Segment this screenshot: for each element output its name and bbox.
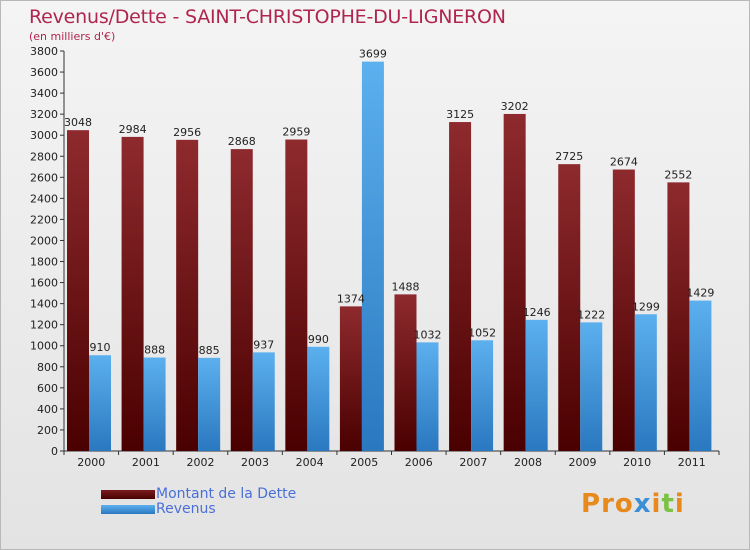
bar-dette (558, 164, 581, 451)
y-tick-label: 3800 (30, 45, 58, 58)
y-tick-label: 2400 (30, 192, 58, 205)
x-tick-label: 2007 (459, 456, 487, 469)
proxiti-logo: Proxiti (581, 489, 685, 519)
value-label: 888 (144, 344, 165, 357)
y-tick-label: 1800 (30, 256, 58, 269)
bar-dette (121, 136, 144, 452)
bar-dette (176, 139, 199, 451)
x-tick-label: 2003 (241, 456, 269, 469)
value-label: 3202 (501, 100, 529, 113)
x-tick-label: 2006 (405, 456, 433, 469)
bar-revenus (416, 342, 439, 451)
value-label: 1246 (523, 306, 551, 319)
logo-letter: r (601, 489, 615, 519)
bar-revenus (580, 322, 603, 451)
value-label: 2725 (555, 150, 583, 163)
value-label: 3048 (64, 116, 92, 129)
legend-label-dette: Montant de la Dette (156, 486, 297, 502)
logo-letter: x (633, 489, 652, 519)
value-label: 1374 (337, 292, 365, 305)
y-tick-label: 0 (51, 445, 58, 458)
value-label: 3699 (359, 48, 387, 61)
bar-revenus (89, 355, 111, 451)
value-label: 2552 (664, 168, 692, 181)
bar-revenus (634, 314, 657, 451)
bar-dette (285, 139, 308, 452)
y-tick-label: 2800 (30, 150, 58, 163)
bar-dette (394, 294, 417, 451)
bar-revenus (525, 319, 548, 451)
chart-title: Revenus/Dette - SAINT-CHRISTOPHE-DU-LIGN… (29, 6, 506, 28)
bar-dette (667, 182, 690, 452)
y-tick-label: 3600 (30, 66, 58, 79)
value-label: 990 (308, 333, 329, 346)
y-tick-label: 1400 (30, 298, 58, 311)
chart-subtitle: (en milliers d'€) (29, 30, 116, 43)
bar-dette (449, 122, 472, 451)
value-label: 885 (199, 344, 220, 357)
y-tick-label: 3000 (30, 129, 58, 142)
value-label: 1032 (414, 328, 442, 341)
legend-swatch-dette (101, 490, 155, 499)
y-tick-label: 1600 (30, 277, 58, 290)
value-label: 2868 (228, 135, 256, 148)
value-label: 1299 (632, 300, 660, 313)
y-tick-label: 3400 (30, 87, 58, 100)
y-tick-label: 2000 (30, 234, 58, 247)
value-label: 1052 (468, 326, 496, 339)
value-label: 2984 (119, 123, 147, 136)
value-label: 1488 (392, 280, 420, 293)
legend-swatch-revenus (101, 505, 155, 514)
value-label: 2956 (173, 126, 201, 139)
bar-revenus (198, 357, 221, 451)
chart-axes: 0 200 400 600 800 1000 1200 1400 1600 1800 2000 220… (30, 45, 720, 469)
logo-letter: o (614, 489, 634, 519)
value-label: 1222 (577, 308, 605, 321)
x-tick-label: 2010 (623, 456, 651, 469)
x-tick-label: 2002 (186, 456, 214, 469)
value-label: 1429 (686, 287, 714, 300)
bar-dette (339, 306, 362, 451)
bar-revenus (307, 346, 330, 451)
x-tick-label: 2011 (678, 456, 706, 469)
bar-dette (503, 113, 526, 452)
bar-revenus (471, 340, 494, 451)
x-tick-label: 2004 (296, 456, 324, 469)
y-tick-label: 3200 (30, 108, 58, 121)
y-tick-label: 200 (37, 424, 58, 437)
bar-revenus (361, 61, 384, 451)
bar-dette (67, 130, 89, 451)
value-labels: 3048 2984 2956 2868 2959 1374 1488 3125 3202 2725… (64, 48, 714, 357)
x-tick-label: 2005 (350, 456, 378, 469)
y-tick-label: 800 (37, 361, 58, 374)
legend-label-revenus: Revenus (156, 501, 216, 517)
bar-revenus (689, 300, 712, 451)
value-label: 2959 (282, 126, 310, 139)
logo-letter: i (651, 489, 662, 519)
y-tick-label: 2200 (30, 213, 58, 226)
x-tick-label: 2009 (569, 456, 597, 469)
bar-dette (230, 149, 253, 451)
value-label: 2674 (610, 156, 638, 169)
bar-revenus (252, 352, 275, 451)
bar-revenus (143, 357, 166, 451)
value-label: 3125 (446, 108, 474, 121)
y-tick-label: 1000 (30, 340, 58, 353)
x-tick-label: 2008 (514, 456, 542, 469)
logo-letter: t (661, 489, 675, 519)
y-tick-label: 600 (37, 382, 58, 395)
x-tick-label: 2001 (132, 456, 160, 469)
bar-dette (612, 169, 635, 452)
y-tick-label: 400 (37, 403, 58, 416)
x-tick-label: 2000 (77, 456, 105, 469)
chart-bars (67, 61, 712, 452)
value-label: 937 (253, 338, 274, 351)
y-tick-label: 1200 (30, 319, 58, 332)
logo-letter: P (581, 489, 602, 519)
y-tick-label: 2600 (30, 171, 58, 184)
value-label: 910 (90, 341, 111, 354)
logo-letter: i (674, 489, 685, 519)
